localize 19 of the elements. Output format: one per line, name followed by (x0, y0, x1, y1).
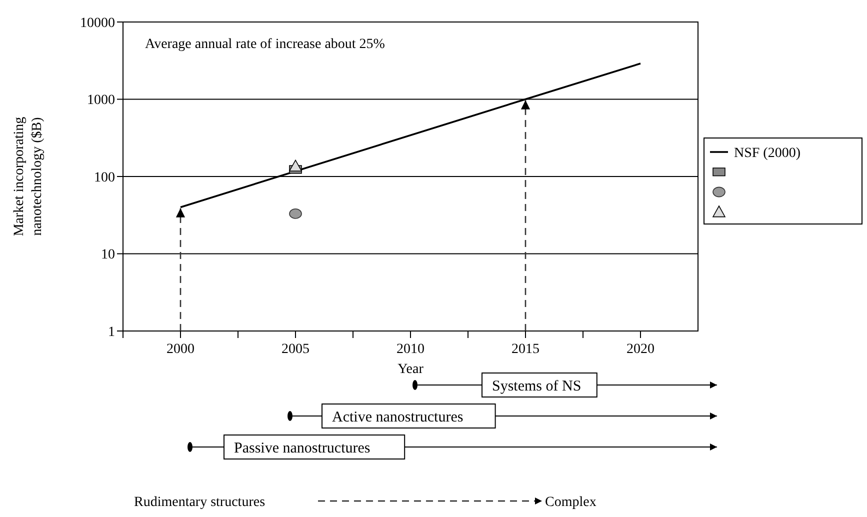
y-tick-label: 1000 (87, 93, 115, 108)
x-tick-label: 2000 (166, 342, 194, 357)
x-tick-label: 2005 (282, 342, 310, 357)
text: Complex (545, 495, 596, 510)
annotation: Average annual rate of increase about 25% (145, 37, 386, 52)
y-tick-label: 10 (101, 248, 115, 263)
x-tick-label: 2010 (396, 342, 424, 357)
text: Systems of NS (492, 378, 582, 394)
y-tick-label: 1 (108, 324, 115, 340)
x-axis-title: Year (398, 362, 424, 377)
x-tick-label: 2020 (626, 342, 654, 357)
legend-label: NSF (2000) (734, 146, 801, 161)
text: Passive nanostructures (234, 440, 370, 456)
y-tick-label: 10000 (80, 16, 115, 31)
text: Active nanostructures (332, 409, 464, 426)
y-axis-title: Market incorporating nanotechnology ($B) (12, 116, 45, 236)
x-tick-label: 2015 (512, 342, 540, 357)
y-tick-label: 100 (94, 170, 115, 186)
text: Rudimentary structures (134, 495, 266, 510)
